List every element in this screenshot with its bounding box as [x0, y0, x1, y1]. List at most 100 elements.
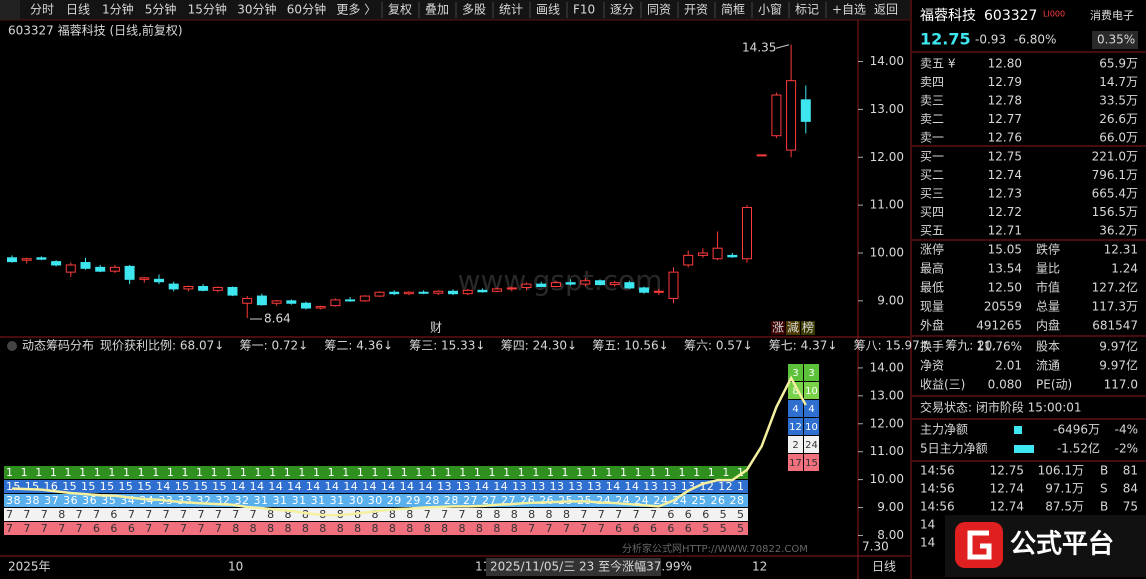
- book-price: 12.78: [988, 94, 1022, 108]
- candle-body: [433, 290, 444, 294]
- stat-label: 量比: [1036, 262, 1060, 276]
- chip-band-label: 15 15 16 15 15 15 15 15 14 15 15 15 14 1…: [6, 480, 744, 493]
- period-tab[interactable]: 30分钟: [237, 2, 276, 17]
- chip-band-label: 7 7 7 8 7 7 6 7 7 7 7 7 7 7 7 8 8 8 8 8 …: [6, 508, 744, 521]
- stat-label: 涨停: [920, 242, 944, 257]
- tool-button[interactable]: 逐分: [610, 3, 634, 17]
- chip-band-label: 1 1 1 1 1 1 1 1 1 1 1 1 1 1 1 1 1 1 1 1 …: [6, 466, 744, 479]
- chip-cell-label: 24: [805, 440, 818, 451]
- chip-cell: [804, 400, 819, 417]
- trade-time: 14: [920, 536, 935, 550]
- cursor-box: [486, 558, 661, 576]
- book-label: 卖五 ¥: [920, 57, 956, 71]
- back-button[interactable]: 返回: [874, 3, 898, 17]
- trade-count: 81: [1123, 464, 1138, 478]
- y-tick-label: 9.00: [877, 293, 904, 307]
- flow-value: -1.52亿: [1057, 441, 1100, 456]
- stat-value: 12.50: [988, 281, 1022, 295]
- chip-cell-label: 17: [789, 458, 802, 469]
- toolbar: [0, 0, 910, 20]
- chip-cell: [788, 454, 803, 471]
- chip-cell: [804, 436, 819, 453]
- book-price: 12.79: [988, 75, 1022, 89]
- book-label: 卖三: [920, 94, 944, 108]
- tool-button[interactable]: 画线: [536, 3, 560, 17]
- flow-bar: [1014, 445, 1034, 453]
- candle-body: [448, 290, 458, 295]
- stat-label: PE(动): [1036, 378, 1072, 392]
- candle-body: [80, 262, 91, 269]
- flow-pct: -2%: [1115, 442, 1138, 456]
- cursor-label: 2025/11/05/三 23 至今涨幅37.99%: [490, 559, 692, 574]
- period-tab[interactable]: 60分钟: [287, 2, 326, 17]
- tool-button[interactable]: 多股: [462, 3, 486, 17]
- x-tick-label: 2025年: [8, 560, 51, 574]
- tool-button[interactable]: F10: [573, 3, 595, 17]
- book-label: 买五: [920, 224, 944, 238]
- stock-code: 603327: [984, 8, 1037, 24]
- cost-line: [11, 375, 807, 517]
- trade-volume: 87.5万: [1045, 500, 1084, 514]
- book-label: 买一: [920, 150, 944, 164]
- candle-body: [521, 283, 532, 288]
- period-tab[interactable]: 5分钟: [145, 2, 177, 17]
- flow-label: 5日主力净额: [920, 442, 988, 456]
- stat-label: 流通: [1036, 359, 1060, 373]
- y-tick-label: 14.00: [870, 360, 904, 374]
- trade-count: 75: [1123, 500, 1138, 514]
- candle-body: [359, 295, 370, 302]
- indicator-field: 筹一: 0.72↓: [240, 339, 309, 353]
- candle-body: [683, 254, 694, 266]
- candle-body: [506, 287, 517, 290]
- stat-value: 13.54: [988, 262, 1022, 276]
- indicator-title: 动态筹码分布: [22, 339, 94, 353]
- marker-box: [801, 321, 815, 335]
- low-label: 8.64: [264, 312, 291, 326]
- tool-button[interactable]: 开资: [684, 3, 708, 17]
- tool-button[interactable]: 简框: [721, 3, 745, 17]
- marker-box: [771, 321, 785, 335]
- candle-body: [771, 94, 782, 137]
- logo-text: 公式平台: [1010, 529, 1114, 560]
- chip-cell-label: 2: [792, 440, 798, 451]
- tool-button[interactable]: 标记: [795, 3, 819, 17]
- stat-label: 最低: [920, 281, 944, 295]
- tool-button[interactable]: 复权: [388, 3, 412, 17]
- book-price: 12.75: [988, 150, 1022, 164]
- tool-button[interactable]: 统计: [499, 3, 523, 17]
- tool-button[interactable]: 叠加: [425, 3, 449, 17]
- period-tab[interactable]: 1分钟: [102, 2, 134, 17]
- menu-icon[interactable]: [0, 0, 20, 20]
- candle-body: [242, 297, 253, 304]
- collapse-icon[interactable]: [7, 341, 17, 351]
- period-tab[interactable]: 更多 〉: [336, 3, 376, 17]
- trade-side: B: [1100, 500, 1108, 514]
- chip-band-label: 7 7 7 7 7 6 6 6 7 7 7 7 7 8 8 8 8 8 8 8 …: [6, 522, 744, 535]
- trade-price: 12.75: [990, 464, 1024, 478]
- tool-button[interactable]: 小窗: [758, 3, 782, 17]
- tool-button[interactable]: 同资: [647, 3, 671, 17]
- stat-value: 1.24: [1111, 262, 1138, 276]
- book-price: 12.77: [988, 112, 1022, 126]
- trade-time: 14:56: [920, 464, 955, 478]
- period-button[interactable]: 日线: [872, 560, 896, 574]
- watermark: 分析家公式网HTTP://WWW.70822.COM: [622, 542, 808, 555]
- candle-body: [168, 283, 179, 290]
- candle-body: [639, 287, 650, 293]
- stat-label: 外盘: [920, 318, 944, 333]
- chip-cell: [788, 418, 803, 435]
- stat-value: 20559: [984, 300, 1022, 314]
- period-tab[interactable]: 日线: [66, 3, 90, 17]
- candle-body: [36, 257, 47, 260]
- trade-time: 14:56: [920, 500, 955, 514]
- candle-body: [7, 257, 17, 263]
- chip-band: [4, 522, 748, 535]
- period-tab[interactable]: 15分钟: [188, 2, 227, 17]
- book-volume: 33.5万: [1099, 94, 1138, 108]
- chip-cell-label: 3: [792, 368, 798, 379]
- candle-body: [624, 282, 635, 289]
- tool-button[interactable]: +自选: [832, 3, 866, 17]
- change: -0.93: [975, 33, 1006, 47]
- period-tab[interactable]: 分时: [30, 3, 54, 17]
- candle-body: [198, 285, 209, 291]
